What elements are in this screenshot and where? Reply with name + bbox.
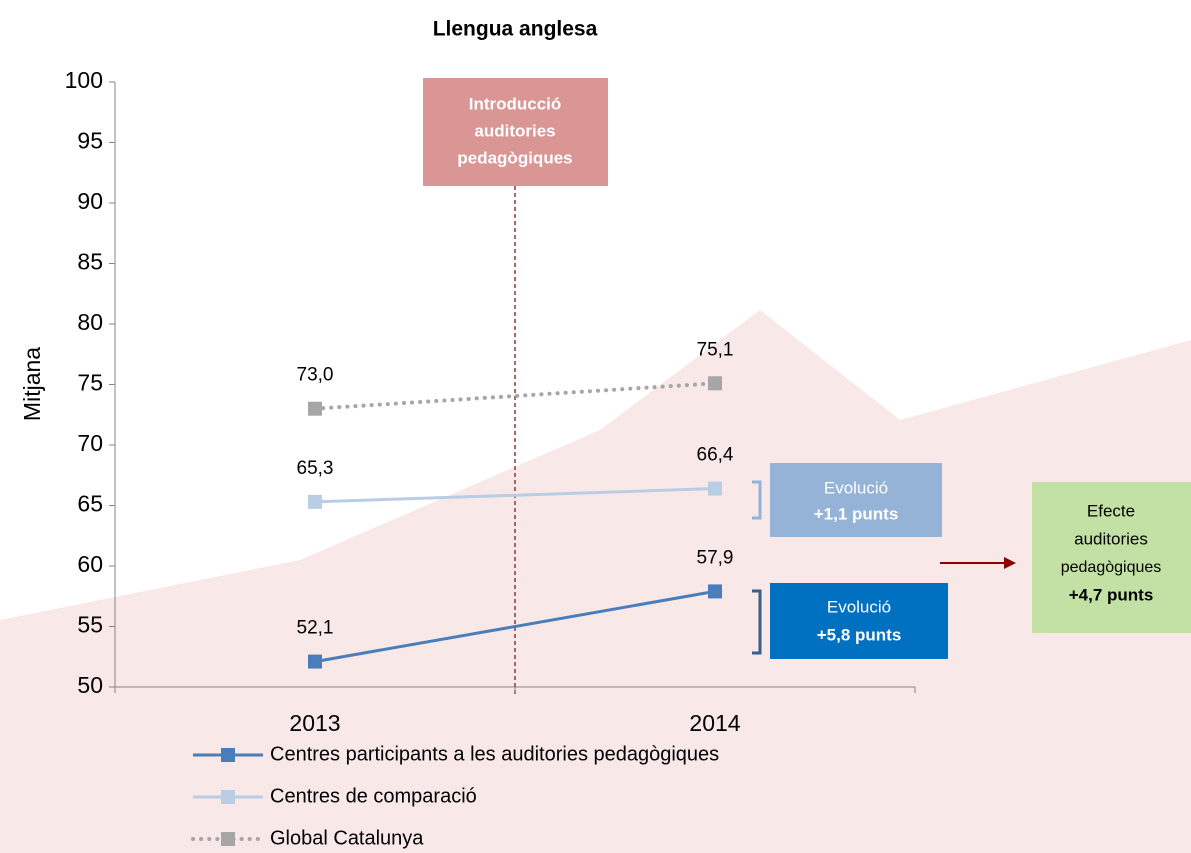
arrow-head [1004, 557, 1016, 569]
annotation: +4,7 punts [1069, 585, 1154, 604]
y-tick-label: 95 [77, 128, 103, 154]
y-tick-label: 50 [77, 672, 103, 698]
value-label: 73,0 [297, 365, 334, 386]
bracket [752, 589, 762, 655]
value-label: 57,9 [697, 547, 734, 568]
legend-label: Centres de comparació [270, 785, 477, 807]
y-tick-label: 70 [77, 430, 103, 456]
marker [308, 401, 322, 416]
annotation: Evolució [824, 478, 888, 497]
marker [708, 584, 722, 599]
y-tick-label: 90 [77, 188, 103, 214]
evolution-box [770, 583, 948, 659]
legend-marker [221, 832, 235, 846]
value-label: 52,1 [297, 618, 334, 639]
y-tick-label: 55 [77, 612, 103, 638]
effect-box [1032, 482, 1191, 633]
legend-marker [221, 748, 235, 762]
annotation: Evolució [827, 597, 891, 616]
series-line [314, 487, 716, 504]
y-tick-label: 80 [77, 309, 103, 335]
y-tick-label: 65 [77, 491, 103, 517]
series-line [313, 381, 717, 411]
annotation: pedagògiques [1061, 559, 1162, 576]
value-label: 65,3 [297, 458, 334, 479]
series-line [314, 589, 716, 664]
marker [308, 654, 322, 669]
legend-label: Centres participants a les auditories pe… [270, 743, 719, 765]
annotation: +5,8 punts [817, 625, 902, 644]
y-tick-label: 100 [65, 67, 103, 93]
value-label: 66,4 [697, 445, 734, 466]
x-tick-label: 2013 [289, 710, 340, 736]
y-axis-label: Mitjana [19, 347, 45, 421]
annotation: Efecte [1087, 501, 1135, 520]
annotation: pedagògiques [457, 148, 572, 167]
legend-marker [221, 790, 235, 804]
marker [308, 494, 322, 509]
legend-label: Global Catalunya [270, 827, 424, 849]
watermark [0, 310, 1191, 853]
bracket [752, 480, 762, 520]
y-tick-label: 60 [77, 551, 103, 577]
marker [708, 481, 722, 496]
marker [708, 376, 722, 391]
annotation: +1,1 punts [814, 504, 899, 523]
intro-box [423, 78, 608, 186]
value-label: 75,1 [697, 339, 734, 360]
x-tick-label: 2014 [689, 710, 740, 736]
chart-title: Llengua anglesa [433, 18, 598, 41]
evolution-box [770, 463, 942, 537]
y-tick-label: 75 [77, 370, 103, 396]
y-tick-label: 85 [77, 249, 103, 275]
annotation: auditories [474, 121, 555, 140]
annotation: Introducció [469, 94, 562, 113]
annotation: auditories [1074, 529, 1148, 548]
